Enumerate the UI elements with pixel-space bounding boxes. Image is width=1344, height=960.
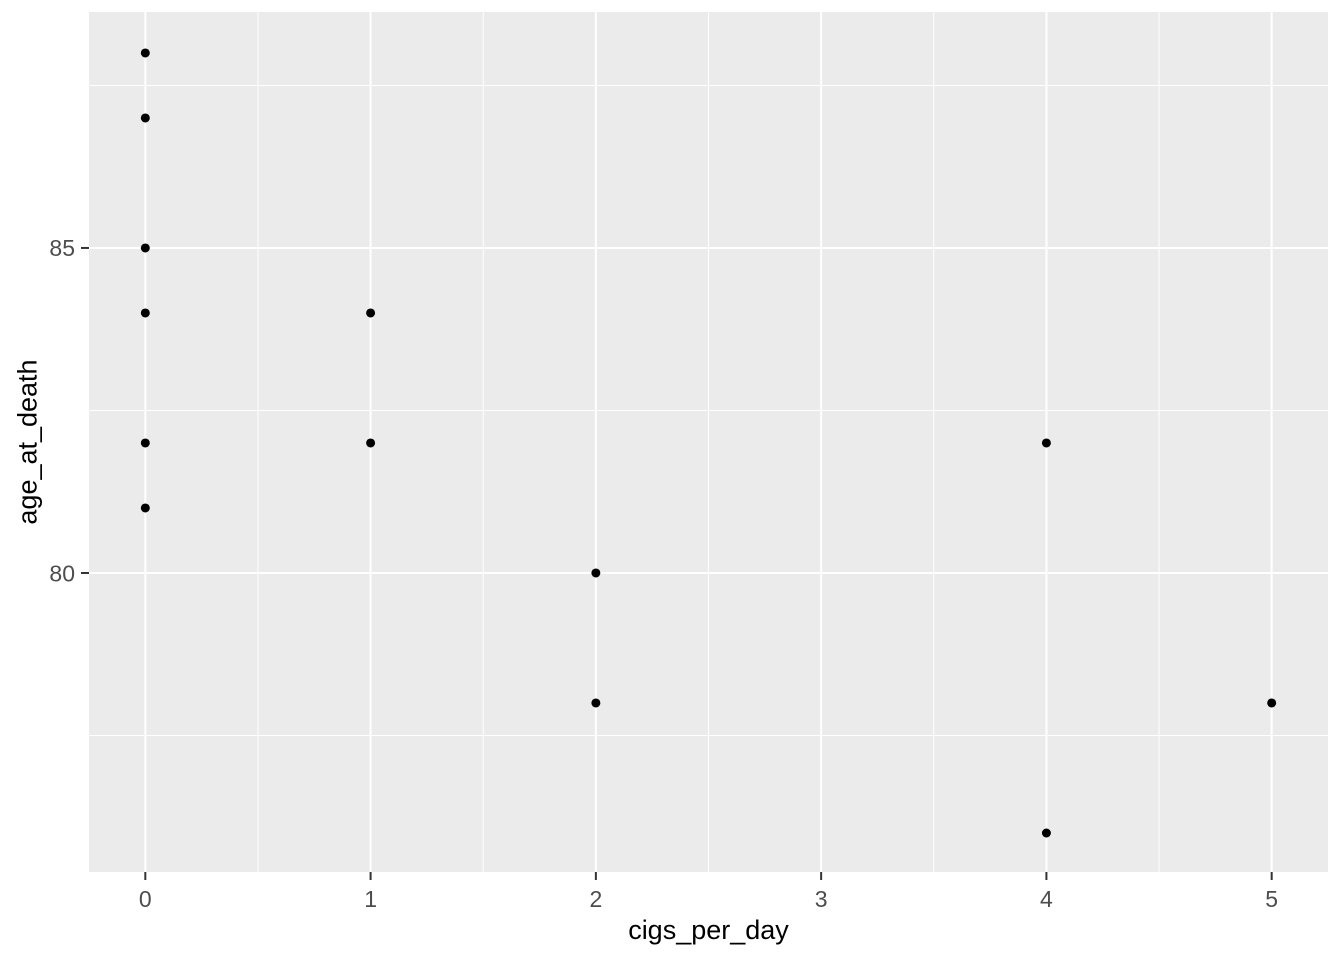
data-point [140,503,150,513]
data-point [140,438,150,448]
data-point [591,698,601,708]
data-point [366,308,376,318]
x-tick-label: 5 [1265,886,1278,912]
y-tick-label: 85 [49,235,75,261]
data-point [591,568,601,578]
data-point [1267,698,1277,708]
data-point [140,113,150,123]
y-tick-label: 80 [49,560,75,586]
data-point [366,438,376,448]
data-point [1041,828,1051,838]
data-point [140,308,150,318]
x-tick-label: 2 [589,886,602,912]
x-tick-label: 0 [139,886,152,912]
x-tick-label: 4 [1040,886,1053,912]
data-point [140,48,150,58]
y-axis-title: age_at_death [12,359,43,525]
x-tick-label: 1 [364,886,377,912]
x-tick-label: 3 [815,886,828,912]
data-point [140,243,150,253]
data-point [1041,438,1051,448]
x-axis-title: cigs_per_day [628,915,789,945]
